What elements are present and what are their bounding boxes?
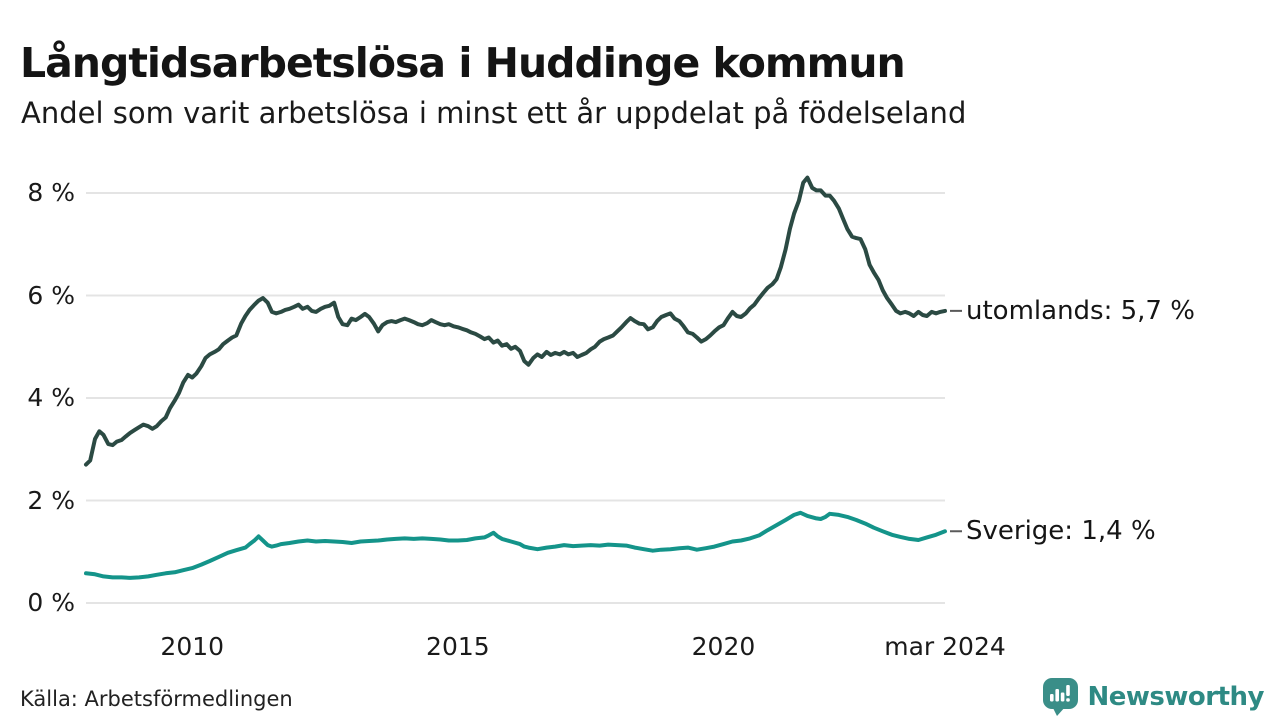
series-line-sverige bbox=[84, 510, 947, 580]
series-label-utomlands: utomlands: 5,7 % bbox=[966, 295, 1195, 326]
chart-subtitle: Andel som varit arbetslösa i minst ett å… bbox=[21, 96, 967, 130]
y-tick-label: 6 % bbox=[27, 280, 75, 310]
series-line-utomlands bbox=[84, 175, 947, 467]
x-tick-label: 2010 bbox=[160, 632, 225, 661]
source-note: Källa: Arbetsförmedlingen bbox=[20, 687, 293, 711]
newsworthy-icon bbox=[1042, 678, 1078, 716]
series-label-sverige: Sverige: 1,4 % bbox=[966, 516, 1156, 547]
x-tick-label: mar 2024 bbox=[884, 632, 1006, 661]
y-tick-label: 0 % bbox=[27, 588, 75, 617]
newsworthy-logo: Newsworthy bbox=[1040, 677, 1265, 717]
y-tick-label: 8 % bbox=[27, 178, 75, 207]
brand-name: Newsworthy bbox=[1087, 682, 1265, 712]
x-tick-label: 2015 bbox=[426, 632, 490, 661]
y-tick-label: 2 % bbox=[27, 485, 75, 515]
y-tick-label: 4 % bbox=[27, 383, 75, 412]
x-tick-label: 2020 bbox=[691, 632, 756, 661]
page-title: Långtidsarbetslösa i Huddinge kommun bbox=[20, 39, 906, 88]
